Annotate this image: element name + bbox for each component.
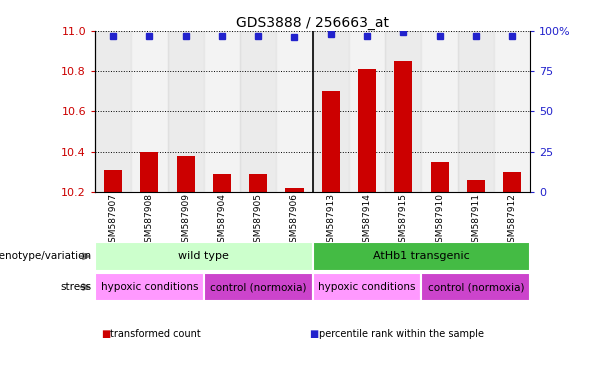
Text: stress: stress: [61, 282, 92, 292]
Bar: [313, 31, 349, 192]
Bar: [140, 152, 159, 192]
Bar: [177, 156, 195, 192]
Title: GDS3888 / 256663_at: GDS3888 / 256663_at: [236, 16, 389, 30]
Text: percentile rank within the sample: percentile rank within the sample: [319, 329, 484, 339]
Bar: [322, 91, 340, 192]
Bar: [430, 162, 449, 192]
Bar: [95, 242, 313, 271]
Bar: [503, 172, 521, 192]
Bar: [213, 174, 231, 192]
Bar: [422, 31, 458, 192]
Text: ■: ■: [310, 329, 319, 339]
Bar: [95, 273, 204, 301]
Bar: [240, 31, 276, 192]
Bar: [204, 273, 313, 301]
Text: ■: ■: [101, 329, 110, 339]
Bar: [286, 188, 303, 192]
Bar: [458, 31, 494, 192]
Bar: [313, 242, 530, 271]
Bar: [249, 174, 267, 192]
Bar: [204, 31, 240, 192]
Text: transformed count: transformed count: [110, 329, 201, 339]
Bar: [104, 170, 122, 192]
Bar: [358, 69, 376, 192]
Text: hypoxic conditions: hypoxic conditions: [101, 282, 198, 292]
Bar: [95, 31, 131, 192]
Bar: [313, 273, 422, 301]
Bar: [494, 31, 530, 192]
Bar: [394, 61, 413, 192]
Text: genotype/variation: genotype/variation: [0, 251, 92, 262]
Bar: [131, 31, 167, 192]
Bar: [349, 31, 385, 192]
Text: hypoxic conditions: hypoxic conditions: [318, 282, 416, 292]
Bar: [421, 273, 530, 301]
Text: control (normoxia): control (normoxia): [428, 282, 524, 292]
Bar: [466, 180, 485, 192]
Bar: [385, 31, 422, 192]
Bar: [276, 31, 313, 192]
Bar: [167, 31, 204, 192]
Text: wild type: wild type: [178, 251, 229, 262]
Text: control (normoxia): control (normoxia): [210, 282, 306, 292]
Text: AtHb1 transgenic: AtHb1 transgenic: [373, 251, 470, 262]
